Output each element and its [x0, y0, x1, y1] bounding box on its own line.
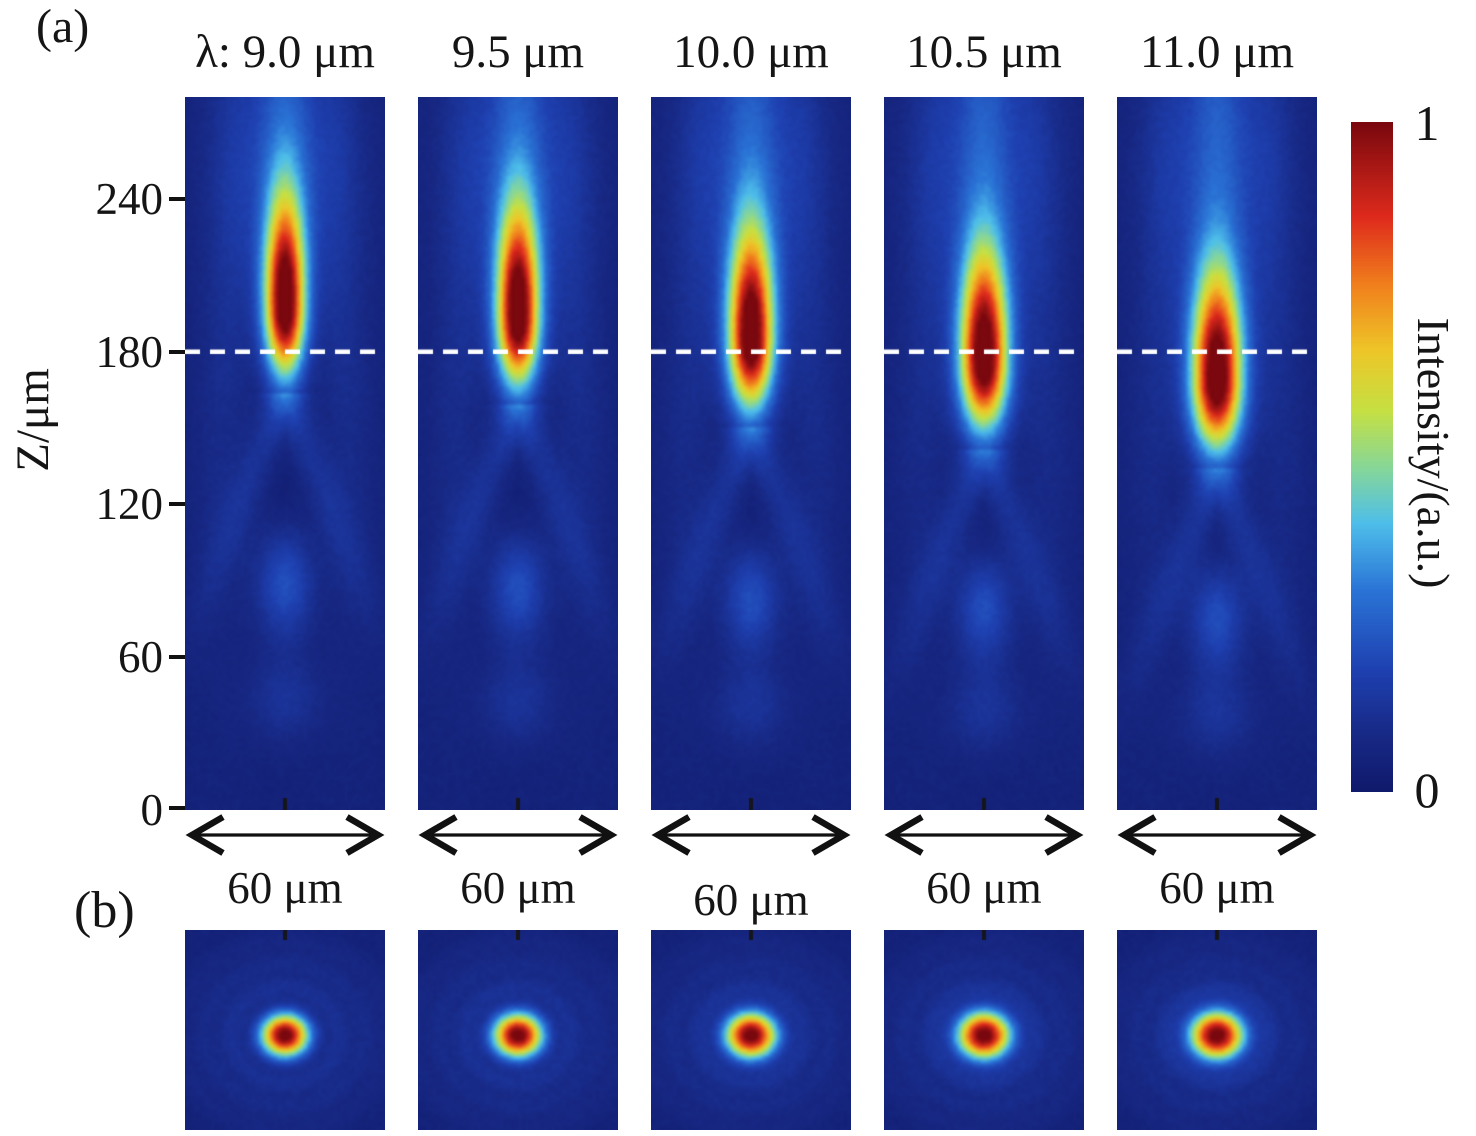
scale-arrow-icon-4: [884, 814, 1084, 856]
scale-label-1: 60 μm: [227, 863, 343, 913]
colorbar-title: Intensity/(a.u.): [1408, 317, 1459, 589]
wavelength-label-9.0: λ: 9.0 μm: [195, 26, 375, 78]
focal-spot-map-9.0um: [185, 930, 385, 1130]
xz-intensity-map-9.0um: [185, 97, 385, 810]
y-tickmark-60: [169, 655, 198, 659]
scale-label-5: 60 μm: [1159, 863, 1275, 913]
scale-arrow-icon-5: [1117, 814, 1317, 856]
scale-arrow-icon-2: [418, 814, 618, 856]
wavelength-label-9.5: 9.5 μm: [451, 26, 585, 78]
scale-label-4: 60 μm: [926, 863, 1042, 913]
y-tick-120: 120: [95, 479, 164, 529]
panel-a-label: (a): [36, 0, 90, 53]
y-tick-180: 180: [95, 327, 164, 377]
y-tick-240: 240: [95, 174, 164, 224]
colorbar-min-label: 0: [1414, 762, 1440, 818]
scale-arrow-icon-1: [185, 814, 385, 856]
focal-spot-map-10.0um: [651, 930, 851, 1130]
wavelength-label-10.5: 10.5 μm: [906, 26, 1062, 78]
panel-b-label: (b): [74, 882, 135, 939]
xz-intensity-map-9.5um: [418, 97, 618, 810]
focal-spot-map-10.5um: [884, 930, 1084, 1130]
y-axis-title: Z/μm: [7, 368, 59, 472]
focal-spot-map-11.0um: [1117, 930, 1317, 1130]
y-tickmark-120: [169, 502, 198, 506]
y-tickmark-0: [169, 806, 198, 810]
y-tickmark-240: [169, 197, 198, 201]
wavelength-label-10.0: 10.0 μm: [673, 26, 829, 78]
y-tickmark-180: [169, 350, 198, 354]
scale-label-3: 60 μm: [693, 875, 809, 925]
scale-arrow-icon-3: [651, 814, 851, 856]
xz-intensity-map-10.5um: [884, 97, 1084, 810]
xz-intensity-map-10.0um: [651, 97, 851, 810]
wavelength-label-11.0: 11.0 μm: [1139, 26, 1294, 78]
scale-label-2: 60 μm: [460, 863, 576, 913]
y-tick-60: 60: [118, 632, 163, 682]
y-tick-0: 0: [140, 785, 164, 835]
colorbar: [1351, 122, 1393, 792]
colorbar-max-label: 1: [1414, 95, 1440, 151]
xz-intensity-map-11.0um: [1117, 97, 1317, 810]
focal-spot-map-9.5um: [418, 930, 618, 1130]
